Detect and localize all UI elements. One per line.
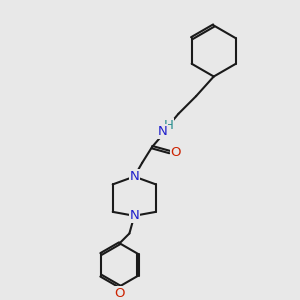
- Text: N: N: [158, 125, 168, 138]
- Text: O: O: [114, 287, 125, 300]
- Text: H: H: [164, 119, 174, 132]
- Text: O: O: [170, 146, 181, 158]
- Text: N: N: [129, 170, 139, 183]
- Text: N: N: [129, 209, 139, 222]
